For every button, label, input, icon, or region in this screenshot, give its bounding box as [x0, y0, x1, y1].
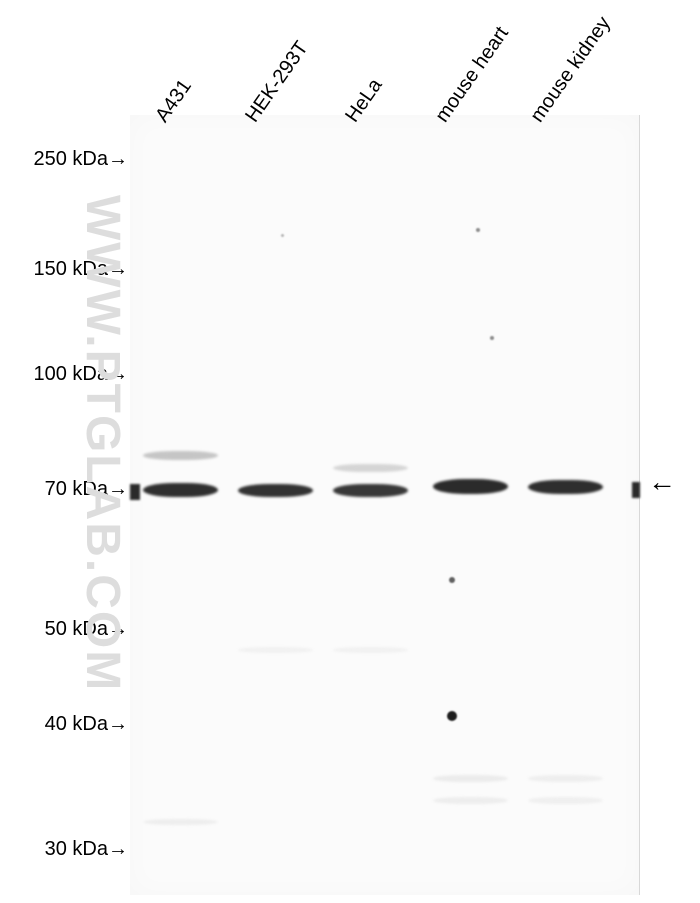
target-band-arrow: ← — [648, 466, 676, 498]
wb-band — [333, 484, 408, 497]
wb-band — [433, 479, 508, 494]
mw-marker-text: 250 kDa — [34, 148, 109, 170]
watermark-text: WWW.PTGLAB.COM — [75, 195, 130, 692]
arrow-right-icon: → — [108, 713, 128, 736]
lane-label: mouse heart — [431, 23, 514, 127]
artifact-spot — [476, 228, 480, 232]
mw-marker-label: 30 kDa→ — [45, 838, 128, 861]
wb-band-edge — [632, 482, 640, 498]
wb-band — [143, 483, 218, 497]
wb-band — [333, 647, 408, 653]
wb-band — [528, 480, 603, 494]
lane-label: HEK-293T — [241, 37, 313, 127]
wb-band — [433, 797, 508, 804]
figure-container: A431HEK-293THeLamouse heartmouse kidney … — [0, 0, 700, 903]
wb-band — [528, 775, 603, 782]
artifact-spot — [449, 577, 455, 583]
wb-band — [143, 451, 218, 460]
wb-band — [143, 819, 218, 825]
mw-marker-text: 30 kDa — [45, 838, 108, 860]
mw-marker-label: 250 kDa→ — [34, 148, 129, 171]
artifact-spot — [447, 711, 457, 721]
wb-band — [238, 647, 313, 653]
mw-marker-label: 40 kDa→ — [45, 713, 128, 736]
arrow-right-icon: → — [108, 838, 128, 861]
artifact-spot — [281, 234, 284, 237]
lane-label: mouse kidney — [526, 13, 616, 127]
wb-band — [333, 464, 408, 472]
arrow-right-icon: → — [108, 148, 128, 171]
wb-band — [433, 775, 508, 782]
wb-band-edge — [130, 484, 140, 500]
wb-band — [238, 484, 313, 497]
wb-band — [528, 797, 603, 804]
artifact-spot — [490, 336, 494, 340]
mw-marker-text: 40 kDa — [45, 713, 108, 735]
